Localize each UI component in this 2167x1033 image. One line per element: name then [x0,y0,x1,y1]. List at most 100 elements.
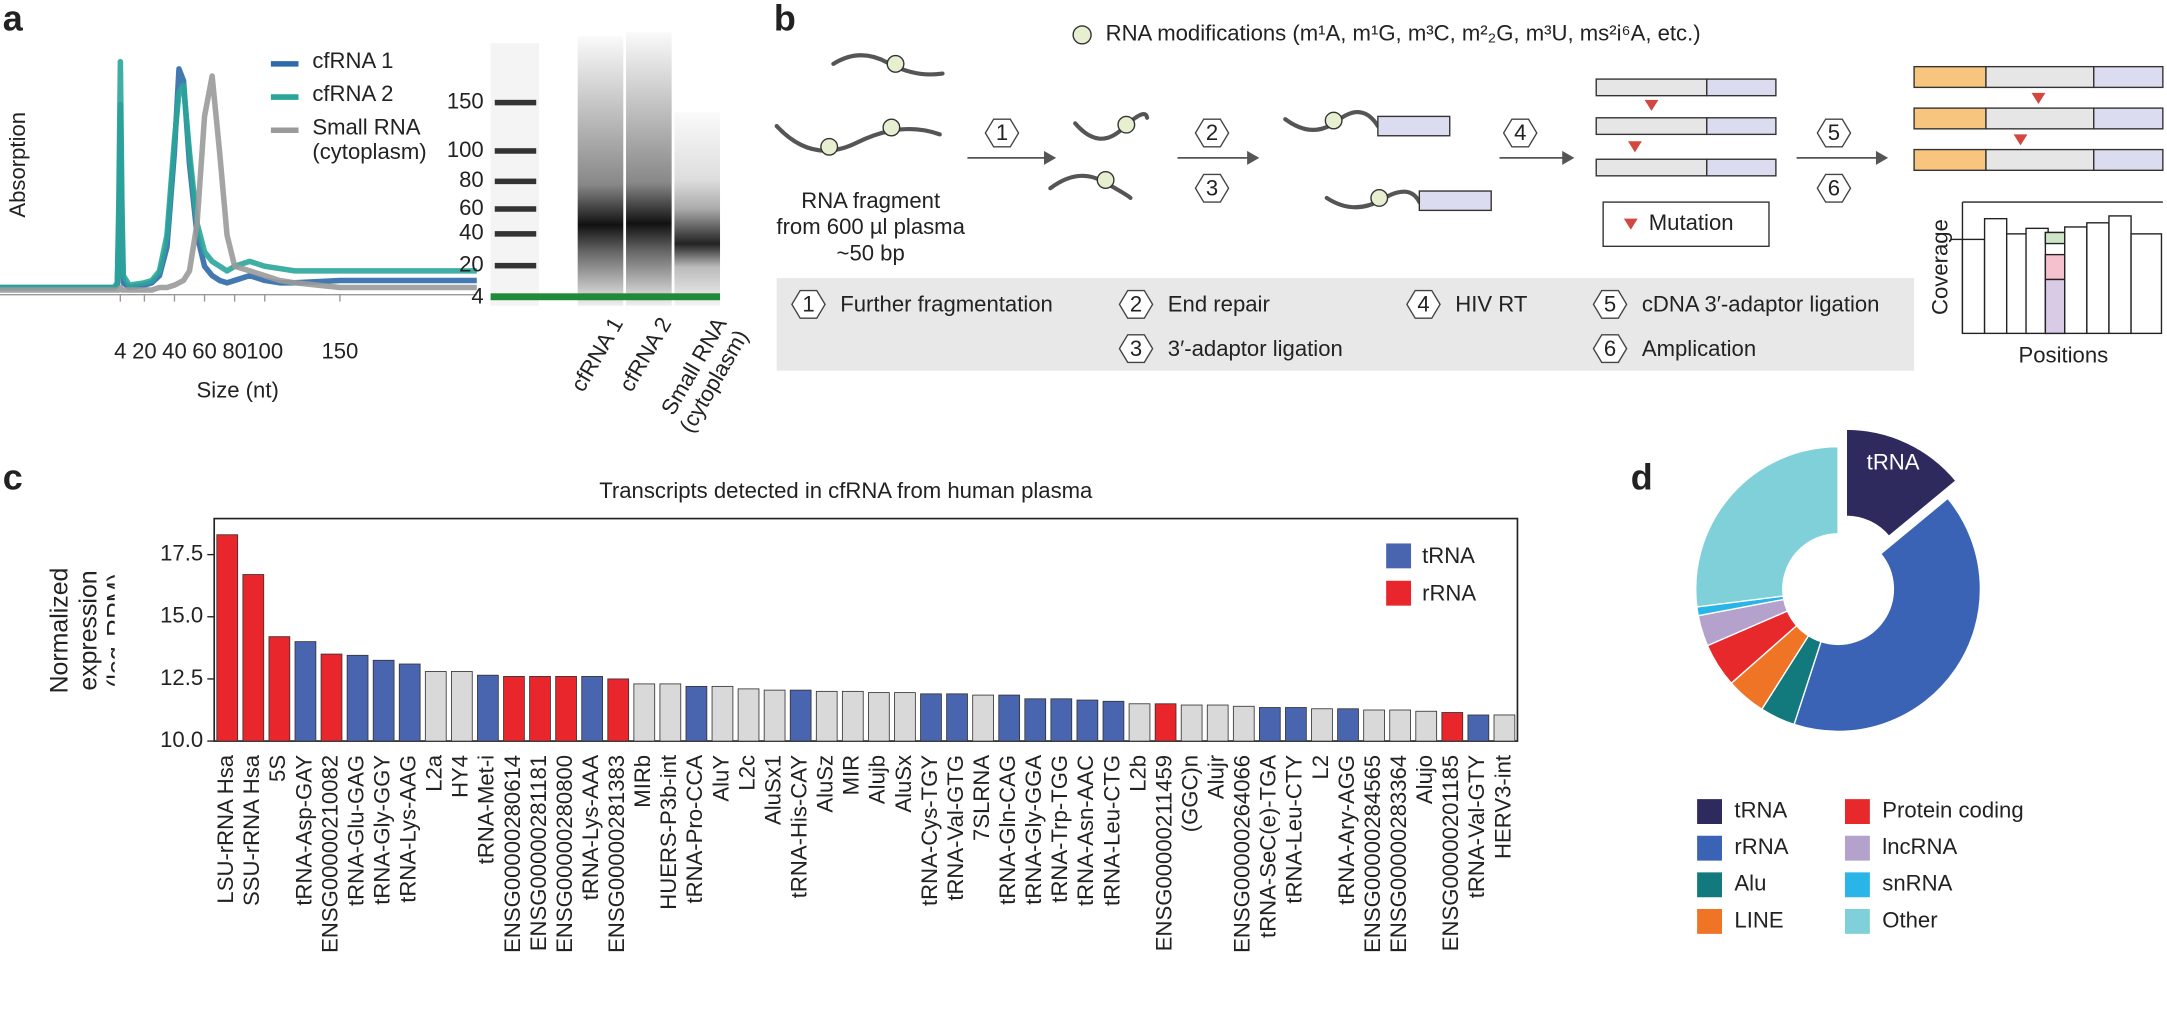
coverage-bar [2064,226,2088,335]
legend-swatch [1697,799,1722,824]
adaptor [2093,107,2164,130]
modification [886,54,905,73]
bar [477,674,499,742]
bar [1258,707,1281,742]
rna-strand [774,124,942,153]
coverage-bar [2044,231,2066,245]
coverage-bar [2044,278,2066,335]
fragment-label: from 600 µl plasma [776,214,965,239]
ladder-label: 80 [459,167,484,192]
step-marker [1194,118,1230,148]
bar [1154,703,1177,742]
step-marker [1816,118,1852,148]
legend-swatch [1844,799,1870,824]
y-tick-label: 10.0 [160,727,203,752]
y-axis-label-box: Normalized expression (log₂RPM) [45,567,115,694]
coverage-axis-label: Coverage [1928,219,1953,315]
adaptor [1913,148,1987,171]
arrowhead [1562,150,1575,165]
ladder-label: 4 [471,283,483,308]
step-number: 3 [1130,336,1142,361]
x-tick-label: ENSG00000283364 [1386,755,1411,953]
x-tick-label: tRNA-SeC(e)-TGA [1256,755,1281,938]
bar [763,689,786,742]
legend-label: tRNA [1422,543,1475,568]
x-tick-label: Alujo [1412,755,1437,804]
panel-label: b [774,0,796,39]
bar [607,678,630,742]
step-marker [1406,289,1441,319]
bar [216,534,239,742]
step-marker [1118,334,1154,364]
gel-lane [674,112,721,306]
legend-swatch [1697,835,1722,861]
pie-slice [1845,428,1957,538]
x-tick-label: ENSG00000281181 [526,755,551,951]
coverage-bar [2044,253,2066,281]
y-axis-label: Normalized expression (log₂RPM) [45,567,115,694]
x-tick-label: tRNA-Val-GTG [943,755,968,901]
bar [711,685,734,742]
x-tick-label: tRNA-Cys-TGY [917,755,942,906]
bar [555,676,577,742]
step-marker [1118,289,1154,319]
mutation-mark [1623,218,1638,230]
adaptor [1706,78,1777,97]
read [1595,117,1708,136]
step-marker [984,118,1020,148]
modification-legend: RNA modifications (m¹A, m¹G, m³C, m²₂G, … [1106,21,1701,46]
mutations [1623,92,2046,230]
step-number: 5 [1828,120,1840,145]
coverage-bar [2086,222,2110,335]
legend-swatch [1844,872,1870,898]
step-marker [1816,173,1852,203]
x-axis-label: Size (nt) [197,377,279,402]
read [1985,65,2095,89]
step-number: 1 [996,120,1008,145]
x-tick-label: tRNA-Trp-TGG [1047,755,1072,903]
x-tick-label: tRNA-Leu-CTY [1282,755,1307,904]
adaptor [1913,107,1987,130]
x-tick-label: 40 [162,339,187,364]
bar [789,689,812,742]
bar [1285,707,1307,742]
legend-label: Alu [1734,871,1766,896]
step-number: 6 [1828,175,1840,200]
ladder-band [494,178,537,185]
bar [894,692,916,742]
x-tick-label: 4 [114,339,126,364]
bar [1050,698,1073,742]
x-tick-label: 5S [265,755,290,782]
ladder-label: 40 [459,220,484,245]
step-label: cDNA 3′-adaptor ligation [1642,292,1880,317]
step-marker [1194,173,1230,203]
bar [946,693,968,742]
bar [424,671,447,742]
x-tick-label: tRNA-Asn-AAC [1073,755,1098,906]
adaptor [1418,190,1492,212]
step-number: 5 [1604,292,1616,317]
legend-label: cfRNA 1 [312,50,394,74]
ladder-label: 60 [459,195,484,220]
bar [1311,708,1333,742]
legend-label: Small RNA (cytoplasm) [312,116,427,166]
bar [242,574,265,742]
bar [1493,714,1516,742]
mutation-mark [2013,134,2028,146]
y-axis-label: Absorption [5,112,30,218]
modification [1324,111,1343,130]
x-tick-label: 60 [192,339,217,364]
legend-label: lncRNA [1882,834,1957,859]
step-legend-box [776,278,1915,371]
legend-swatch [1386,580,1412,606]
coverage-bar [2108,215,2132,335]
x-tick-label: tRNA-Asp-GAY [291,755,316,906]
fragment-label: ~50 bp [837,240,905,265]
read [1985,107,2095,130]
step-number: 2 [1206,120,1218,145]
mutation-label: Mutation [1649,210,1734,235]
bar [294,641,317,742]
step-number: 4 [1514,120,1526,145]
x-tick-label: tRNA-His-CAY [787,755,812,899]
x-tick-label: 150 [321,339,358,364]
